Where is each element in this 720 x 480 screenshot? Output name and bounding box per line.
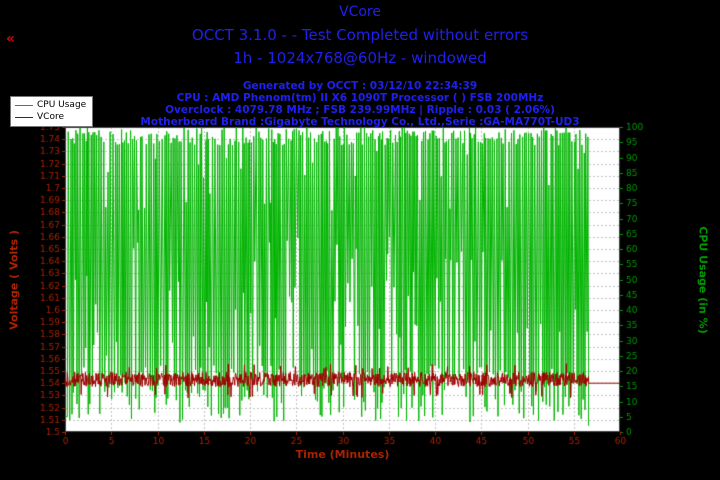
legend-item-vcore: VCore xyxy=(15,111,86,123)
overclock-info-line: Overclock : 4079.78 MHz ; FSB 239.99MHz … xyxy=(165,104,555,116)
graph-title: VCore xyxy=(339,4,381,20)
x-axis-title: Time (Minutes) xyxy=(295,448,390,461)
cpu-info-line: CPU : AMD Phenom(tm) II X6 1090T Process… xyxy=(176,92,544,104)
prev-graph-icon[interactable]: « xyxy=(6,31,16,47)
motherboard-info-line: Motherboard Brand :Gigabyte Technology C… xyxy=(140,116,580,128)
left-axis-title-text: Voltage ( Volts ) xyxy=(7,230,21,330)
legend-label-vcore: VCore xyxy=(37,111,64,122)
legend-label-cpu-usage: CPU Usage xyxy=(37,99,87,110)
cpu-usage-line-swatch xyxy=(15,104,33,106)
right-axis-title-text: CPU Usage (in %) xyxy=(696,226,710,334)
generated-info-line: Generated by OCCT : 03/12/10 22:34:39 xyxy=(242,80,478,92)
vcore-line-swatch xyxy=(15,116,33,118)
legend-item-cpu-usage: CPU Usage xyxy=(15,99,86,111)
test-result-title: OCCT 3.1.0 - - Test Completed without er… xyxy=(191,26,529,44)
chart-legend: CPU Usage VCore xyxy=(10,96,94,127)
test-config-title: 1h - 1024x768@60Hz - windowed xyxy=(233,49,487,67)
